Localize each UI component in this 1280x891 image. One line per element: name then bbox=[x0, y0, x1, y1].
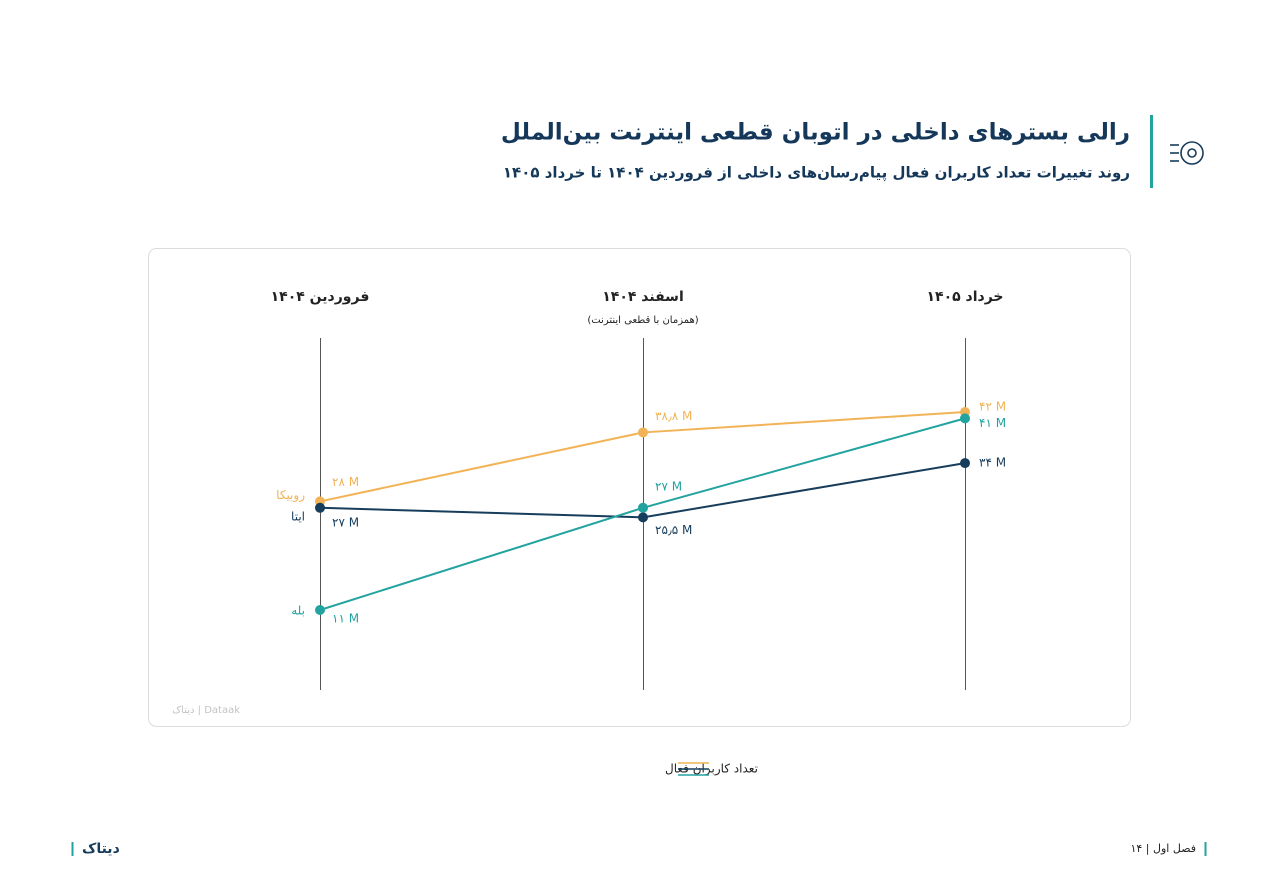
chart-frame bbox=[148, 248, 1131, 727]
value-label: ۳۸٫۸ M bbox=[655, 409, 692, 423]
value-label: ۲۷ M bbox=[655, 479, 682, 493]
series-label: ایتا bbox=[291, 509, 305, 523]
footer-logo: دیتاک bbox=[82, 841, 120, 857]
watermark: دیتاک | Dataak bbox=[172, 705, 240, 716]
category-label: اسفند ۱۴۰۴ bbox=[602, 289, 684, 305]
title-accent bbox=[1150, 115, 1153, 188]
value-label: ۴۲ M bbox=[979, 400, 1006, 414]
series-label: روبیکا bbox=[276, 488, 305, 503]
data-point bbox=[638, 427, 648, 438]
value-label: ۲۵٫۵ M bbox=[655, 523, 692, 537]
category-label: خرداد ۱۴۰۵ bbox=[926, 289, 1003, 305]
value-label: ۲۷ M bbox=[332, 515, 359, 529]
category-label: فروردین ۱۴۰۴ bbox=[271, 289, 370, 305]
chart-subtitle: روند تغییرات تعداد کاربران فعال پیام‌رسا… bbox=[503, 164, 1130, 183]
value-label: ۱۱ M bbox=[332, 612, 359, 626]
legend-label: تعداد کاربران فعال bbox=[665, 762, 758, 777]
data-point bbox=[638, 512, 648, 523]
chart-title: رالی بسترهای داخلی در اتوبان قطعی اینترن… bbox=[501, 120, 1130, 146]
logo-icon bbox=[1170, 141, 1204, 165]
data-point bbox=[960, 458, 970, 469]
page-number: ۱۴ | فصل اول bbox=[1130, 842, 1196, 855]
series-label: بله bbox=[291, 604, 305, 618]
category-note: (همزمان با قطعی اینترنت) bbox=[587, 315, 698, 326]
data-point bbox=[638, 502, 648, 513]
value-label: ۳۴ M bbox=[979, 456, 1006, 470]
value-label: ۴۱ M bbox=[979, 416, 1006, 430]
data-point bbox=[315, 502, 325, 513]
data-point bbox=[315, 605, 325, 615]
value-label: ۲۸ M bbox=[332, 475, 359, 489]
data-point bbox=[960, 413, 970, 424]
